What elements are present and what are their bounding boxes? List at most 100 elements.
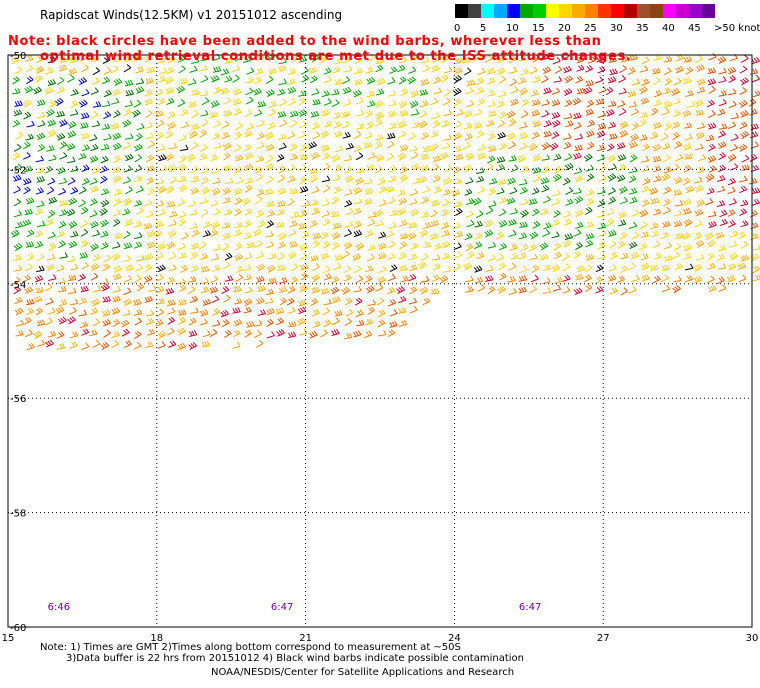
wind-barb xyxy=(199,197,208,204)
wind-barb xyxy=(255,155,265,163)
wind-barb xyxy=(497,285,507,294)
wind-barb xyxy=(256,251,264,259)
wind-barb xyxy=(331,154,341,163)
wind-barb xyxy=(91,77,100,86)
wind-barb xyxy=(322,218,331,226)
wind-barb xyxy=(277,232,287,241)
wind-barb xyxy=(641,185,650,193)
wind-barb xyxy=(433,76,442,84)
wind-barb xyxy=(549,142,559,151)
wind-barb xyxy=(484,265,494,272)
wind-barb xyxy=(111,331,120,338)
wind-barb xyxy=(585,164,594,172)
wind-barb xyxy=(36,111,46,119)
wind-barb xyxy=(465,177,474,185)
wind-barb xyxy=(79,252,89,259)
wind-barb xyxy=(353,285,362,293)
wind-barb xyxy=(420,78,430,86)
wind-barb xyxy=(345,207,354,216)
wind-barb xyxy=(342,86,352,95)
wind-barb xyxy=(751,187,760,194)
wind-barb xyxy=(331,329,340,337)
wind-barb xyxy=(563,133,572,140)
wind-barb xyxy=(752,74,760,83)
wind-barb xyxy=(343,332,353,340)
legend-swatch xyxy=(546,4,559,18)
wind-barb xyxy=(176,85,186,94)
wind-barb xyxy=(452,222,461,230)
wind-barb xyxy=(705,173,715,182)
wind-barb xyxy=(400,165,408,174)
wind-barb xyxy=(56,86,65,94)
wind-barb xyxy=(178,218,187,227)
wind-barb xyxy=(144,54,153,63)
wind-barb xyxy=(597,187,606,195)
wind-barb xyxy=(464,110,473,118)
wind-barb xyxy=(164,76,174,85)
wind-barb xyxy=(397,152,407,161)
wind-barb xyxy=(232,341,241,349)
wind-barb xyxy=(716,253,725,261)
wind-barb xyxy=(70,230,79,238)
wind-barb xyxy=(289,143,298,152)
wind-barb xyxy=(618,75,626,83)
wind-barb xyxy=(23,316,32,325)
wind-barb xyxy=(564,233,574,241)
wind-barb xyxy=(374,100,384,109)
wind-barb xyxy=(232,329,241,338)
wind-barb xyxy=(640,253,649,261)
wind-barb xyxy=(686,101,696,108)
wind-barb xyxy=(321,90,330,98)
wind-barb xyxy=(112,132,122,141)
wind-barb xyxy=(661,264,671,272)
wind-barb xyxy=(80,285,89,293)
wind-barb xyxy=(256,275,265,283)
wind-barb xyxy=(90,55,99,63)
wind-barb xyxy=(409,198,418,205)
wind-barb xyxy=(520,68,529,76)
wind-barb xyxy=(409,305,418,314)
wind-barb xyxy=(311,286,320,294)
wind-barb xyxy=(673,77,682,86)
wind-barb xyxy=(56,277,66,284)
wind-barb xyxy=(518,77,527,85)
wind-barb xyxy=(144,199,153,207)
wind-barb xyxy=(543,120,552,128)
wind-barb xyxy=(673,275,682,283)
wind-barb xyxy=(331,232,341,241)
wind-barb xyxy=(718,98,727,107)
wind-barb xyxy=(256,119,265,128)
wind-barb xyxy=(35,286,45,294)
wind-barb xyxy=(728,88,737,96)
wind-barb xyxy=(694,209,704,217)
wind-barb xyxy=(474,276,484,284)
legend-label: 20 xyxy=(558,23,571,34)
wind-barb xyxy=(91,298,101,307)
wind-barb xyxy=(243,143,252,152)
wind-barb xyxy=(366,164,375,171)
wind-barb xyxy=(244,130,253,138)
wind-barb xyxy=(333,121,342,129)
map-title: Rapidscat Winds(12.5KM) v1 20151012 asce… xyxy=(40,8,343,22)
wind-barb xyxy=(279,98,287,107)
wind-barb xyxy=(484,219,494,228)
wind-barb xyxy=(695,240,705,249)
wind-barb xyxy=(738,274,747,283)
wind-barb xyxy=(628,141,638,149)
wind-barb xyxy=(300,66,309,75)
wind-barb xyxy=(628,187,638,195)
wind-barb xyxy=(88,329,98,337)
wind-barb xyxy=(642,177,651,186)
wind-barb xyxy=(34,230,43,238)
wind-barb xyxy=(14,221,24,229)
wind-barb xyxy=(399,174,409,183)
wind-barb xyxy=(58,64,68,72)
wind-barb xyxy=(728,100,737,109)
wind-barb xyxy=(112,166,122,174)
wind-barb xyxy=(672,132,680,141)
wind-barb xyxy=(430,97,439,106)
wind-barb xyxy=(695,131,705,140)
wind-barb xyxy=(628,285,637,294)
wind-barb xyxy=(200,166,209,174)
wind-barb xyxy=(353,186,363,195)
